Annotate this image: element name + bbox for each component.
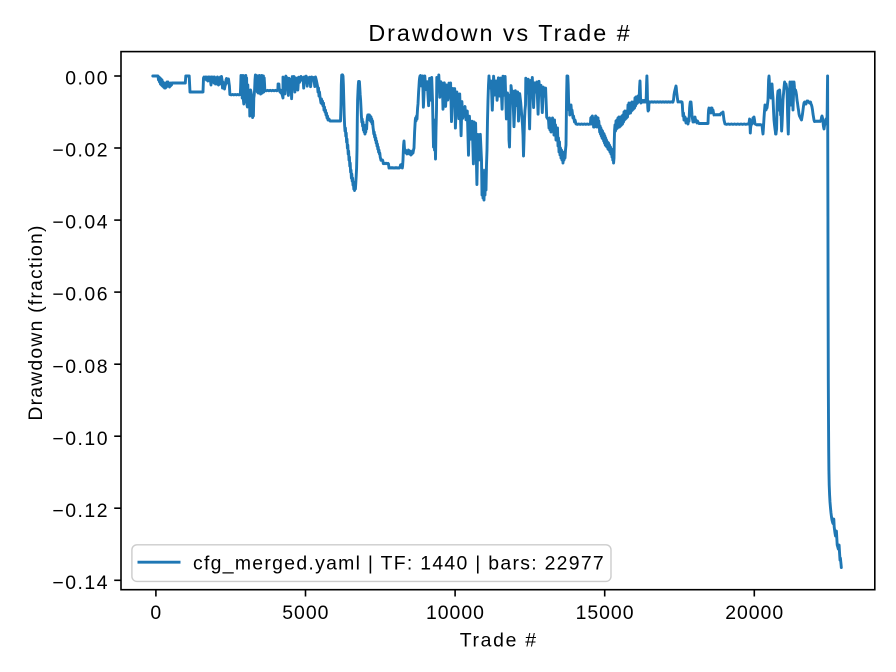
svg-text:−0.12: −0.12: [52, 500, 109, 522]
svg-text:Trade #: Trade #: [460, 629, 538, 651]
svg-text:Drawdown vs Trade #: Drawdown vs Trade #: [368, 20, 631, 46]
svg-text:0.00: 0.00: [65, 68, 109, 90]
svg-text:−0.06: −0.06: [52, 284, 109, 306]
svg-text:5000: 5000: [282, 602, 329, 624]
svg-text:−0.08: −0.08: [52, 356, 109, 378]
svg-text:0: 0: [150, 602, 162, 624]
svg-text:Drawdown (fraction): Drawdown (fraction): [25, 224, 47, 420]
svg-text:10000: 10000: [426, 602, 485, 624]
svg-text:−0.10: −0.10: [52, 428, 109, 450]
svg-text:−0.14: −0.14: [52, 572, 109, 594]
svg-text:−0.04: −0.04: [52, 212, 109, 234]
svg-text:15000: 15000: [576, 602, 635, 624]
svg-text:20000: 20000: [725, 602, 784, 624]
svg-text:−0.02: −0.02: [52, 140, 109, 162]
svg-text:cfg_merged.yaml | TF: 1440 | b: cfg_merged.yaml | TF: 1440 | bars: 22977: [193, 553, 605, 575]
